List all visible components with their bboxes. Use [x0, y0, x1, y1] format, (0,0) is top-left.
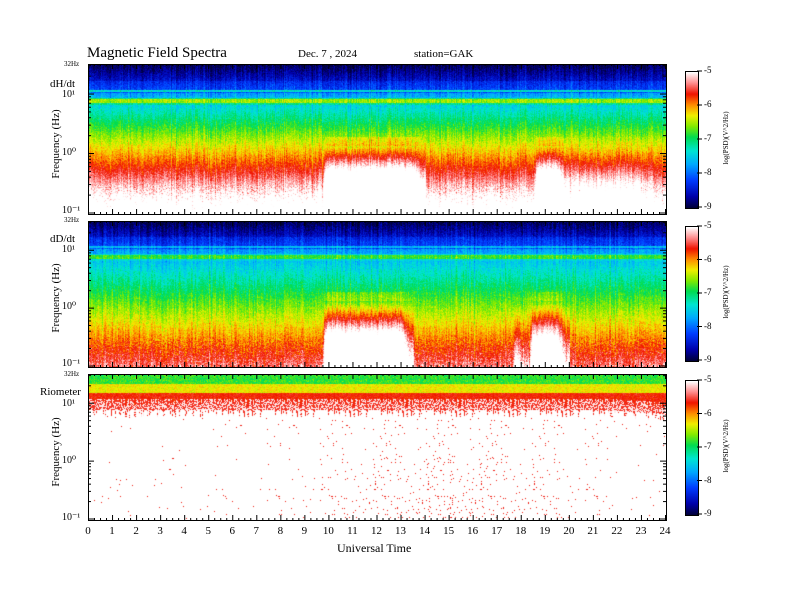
x-tick-label: 6	[229, 525, 236, 537]
x-tick-label: 18	[515, 525, 527, 537]
x-tick-label: 5	[205, 525, 211, 537]
y-tick-label: 10¹	[62, 244, 75, 255]
panel-label: Riometer	[40, 386, 81, 398]
colorbar-tick-label: -8	[704, 474, 712, 485]
y-tick-label: 10¹	[62, 398, 75, 409]
colorbar-tick-label: -5	[704, 65, 712, 75]
colorbar-tick-label: -7	[704, 133, 712, 143]
top-frequency-label: 32Hz	[64, 216, 80, 224]
x-tick-label: 17	[491, 525, 503, 537]
spectrogram-dd-dt	[88, 221, 667, 368]
x-tick-label: 3	[157, 525, 163, 537]
x-tick-label: 13	[395, 525, 407, 537]
x-tick-label: 16	[467, 525, 479, 537]
colorbar-tick-label: -5	[704, 220, 712, 230]
top-frequency-label: 32Hz	[64, 370, 80, 378]
colorbar-tick-label: -8	[704, 320, 712, 331]
panel-label: dH/dt	[50, 78, 76, 90]
colorbar-tick-label: -9	[704, 508, 712, 518]
x-tick-label: 22	[611, 525, 623, 537]
y-tick-label: 10⁰	[62, 455, 77, 466]
y-tick-label: 10⁻¹	[62, 512, 81, 523]
colorbar-dh-dt	[685, 71, 699, 209]
x-tick-label: 7	[253, 525, 260, 537]
x-tick-label: 0	[85, 525, 91, 537]
colorbar-tick-label: -6	[704, 99, 712, 109]
x-tick-label: 14	[419, 525, 431, 537]
colorbar-tick-label: -6	[704, 407, 712, 418]
y-tick-label: 10¹	[62, 89, 75, 100]
x-tick-label: 9	[301, 525, 308, 537]
x-axis-label: Universal Time	[337, 541, 412, 555]
x-tick-label: 24	[659, 525, 671, 537]
x-tick-label: 4	[181, 525, 187, 537]
x-tick-label: 15	[443, 525, 455, 537]
y-tick-label: 10⁻¹	[62, 358, 81, 369]
x-tick-label: 20	[563, 525, 575, 537]
panel-label: dD/dt	[50, 233, 76, 245]
colorbar-tick-label: -9	[704, 354, 712, 364]
y-tick-label: 10⁰	[62, 147, 77, 158]
y-tick-label: 10⁰	[62, 301, 77, 312]
x-tick-label: 8	[277, 525, 284, 537]
x-tick-label: 23	[635, 525, 647, 537]
station-label: station=GAK	[414, 48, 474, 60]
top-frequency-label: 32Hz	[64, 60, 80, 68]
colorbar-tick-label: -9	[704, 201, 712, 211]
x-tick-label: 19	[539, 525, 551, 537]
x-tick-label: 10	[322, 525, 334, 537]
chart-title: Magnetic Field Spectra	[87, 45, 227, 61]
colorbar-riometer	[685, 380, 699, 516]
colorbar-tick-label: -8	[704, 167, 712, 177]
y-tick-label: 10⁻¹	[62, 205, 81, 216]
x-tick-label: 1	[109, 525, 115, 537]
colorbar-dd-dt	[685, 226, 699, 362]
colorbar-tick-label: -7	[704, 287, 712, 297]
x-tick-label: 21	[587, 525, 599, 537]
x-tick-label: 12	[371, 525, 382, 537]
colorbar-tick-label: -6	[704, 253, 712, 264]
chart-date: Dec. 7 , 2024	[298, 48, 357, 60]
colorbar-tick-label: -5	[704, 374, 712, 384]
x-tick-label: 11	[347, 525, 358, 537]
spectrogram-dh-dt	[88, 64, 667, 215]
x-tick-label: 2	[133, 525, 139, 537]
colorbar-tick-label: -7	[704, 441, 712, 451]
